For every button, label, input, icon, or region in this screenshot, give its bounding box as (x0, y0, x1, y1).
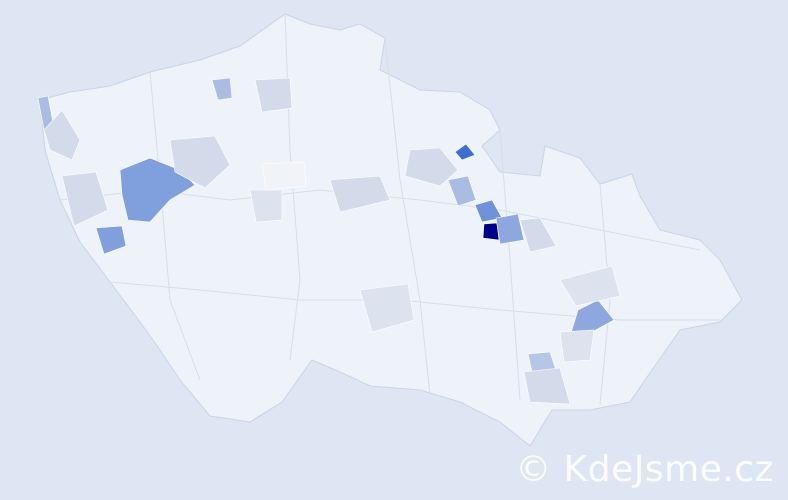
district-pale (559, 265, 621, 307)
district-pale (254, 77, 293, 113)
district-pale (43, 109, 81, 161)
district-strong (454, 143, 476, 161)
district-pale (169, 135, 231, 189)
district-pale (404, 147, 459, 187)
watermark: © KdeJsme.cz (515, 449, 774, 490)
district-pale (359, 283, 415, 333)
district-light (447, 175, 477, 207)
district-pale (249, 189, 283, 223)
district-medium (119, 157, 196, 223)
district-pale (61, 171, 109, 227)
district-pale (261, 161, 307, 191)
district-light (211, 77, 233, 101)
district-pale (519, 217, 557, 253)
district-darkest (482, 222, 500, 241)
district-pale (559, 329, 595, 363)
highlighted-districts (37, 77, 621, 405)
district-pale (329, 175, 391, 213)
district-medium (495, 213, 525, 245)
country-outline (39, 13, 743, 447)
district-pale (523, 367, 571, 405)
district-medium (95, 225, 127, 255)
